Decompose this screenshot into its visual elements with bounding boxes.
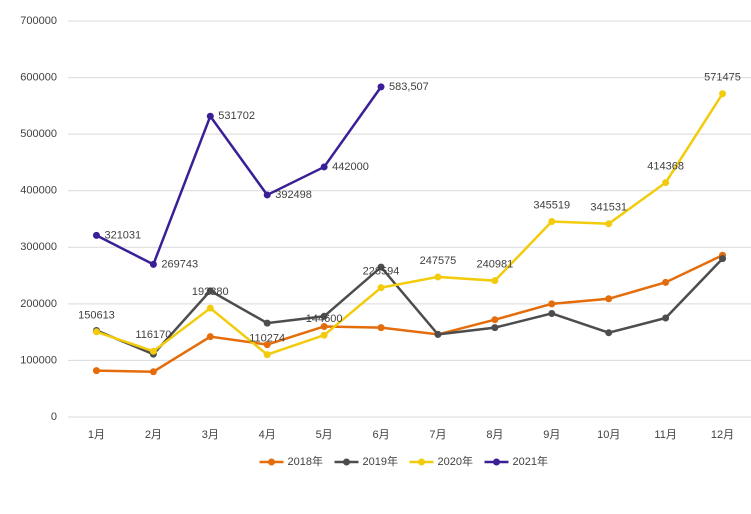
point	[548, 218, 556, 226]
data-label: 442000	[332, 161, 369, 173]
point	[263, 319, 271, 327]
point	[206, 304, 214, 312]
point	[377, 263, 385, 271]
data-label: 116170	[135, 329, 171, 341]
point	[149, 347, 157, 355]
point	[92, 367, 100, 375]
legend-marker	[493, 458, 500, 466]
point	[605, 295, 613, 303]
series-line	[95, 257, 724, 356]
x-tick-label: 6月	[372, 429, 389, 441]
legend-label: 2020年	[438, 454, 473, 468]
x-tick-label: 2月	[145, 429, 162, 441]
x-tick-label: 8月	[486, 429, 503, 441]
point	[377, 324, 385, 332]
data-label: 192380	[192, 286, 229, 298]
data-label: 240981	[477, 259, 514, 271]
data-label: 583,507	[389, 81, 429, 93]
data-label: 269743	[161, 258, 198, 270]
legend-label: 2018年	[288, 454, 323, 468]
point	[320, 322, 328, 330]
point	[548, 309, 556, 317]
x-tick-label: 12月	[711, 429, 734, 441]
point	[149, 368, 157, 376]
point	[320, 331, 328, 339]
point	[206, 112, 214, 120]
data-label: 531702	[218, 110, 255, 122]
point	[662, 314, 670, 322]
legend-marker	[268, 458, 275, 466]
point	[92, 231, 100, 239]
y-tick-label: 300000	[20, 241, 57, 253]
point	[719, 90, 727, 98]
legend-label: 2021年	[513, 454, 548, 468]
data-label: 341531	[590, 202, 627, 214]
y-tick-label: 700000	[20, 15, 57, 27]
x-tick-label: 10月	[597, 429, 620, 441]
point	[206, 333, 214, 341]
data-label: 144600	[306, 313, 343, 325]
data-label: 247575	[420, 255, 457, 267]
point	[377, 284, 385, 292]
series-line	[95, 86, 383, 267]
x-tick-label: 7月	[429, 429, 446, 441]
point	[263, 341, 271, 349]
point	[92, 328, 100, 336]
x-tick-label: 9月	[543, 429, 560, 441]
point	[491, 316, 499, 324]
point	[548, 300, 556, 308]
point	[491, 324, 499, 332]
data-label: 150613	[78, 310, 115, 322]
series-line	[96, 93, 724, 357]
point	[662, 179, 670, 187]
point	[434, 330, 442, 338]
point	[377, 83, 385, 91]
x-tick-label: 11月	[654, 429, 676, 441]
point	[206, 287, 214, 295]
point	[434, 273, 442, 281]
x-tick-label: 1月	[88, 429, 105, 441]
data-label: 571475	[704, 72, 741, 84]
y-tick-label: 200000	[20, 298, 57, 310]
y-tick-label: 500000	[20, 128, 57, 140]
point	[320, 163, 328, 171]
x-tick-label: 3月	[202, 429, 219, 441]
data-label: 110274	[249, 333, 285, 345]
legend-marker	[418, 458, 425, 466]
data-label: 414368	[647, 160, 684, 172]
point	[605, 329, 613, 337]
point	[263, 191, 271, 199]
y-tick-label: 400000	[20, 185, 57, 197]
data-label: 228594	[363, 266, 400, 278]
x-tick-label: 5月	[316, 429, 333, 441]
data-label: 345519	[533, 199, 570, 211]
point	[491, 277, 499, 285]
data-label: 392498	[275, 189, 312, 201]
series-line	[96, 254, 724, 374]
point	[263, 351, 271, 359]
y-tick-label: 600000	[20, 71, 57, 83]
x-tick-label: 4月	[259, 429, 276, 441]
legend-marker	[343, 458, 350, 466]
data-label: 321031	[104, 229, 141, 241]
point	[320, 312, 328, 320]
point	[605, 220, 613, 228]
point	[719, 255, 727, 263]
y-tick-label: 0	[51, 411, 57, 423]
point	[149, 260, 157, 268]
point	[662, 278, 670, 286]
legend-label: 2019年	[363, 454, 398, 468]
y-tick-label: 100000	[20, 354, 57, 366]
